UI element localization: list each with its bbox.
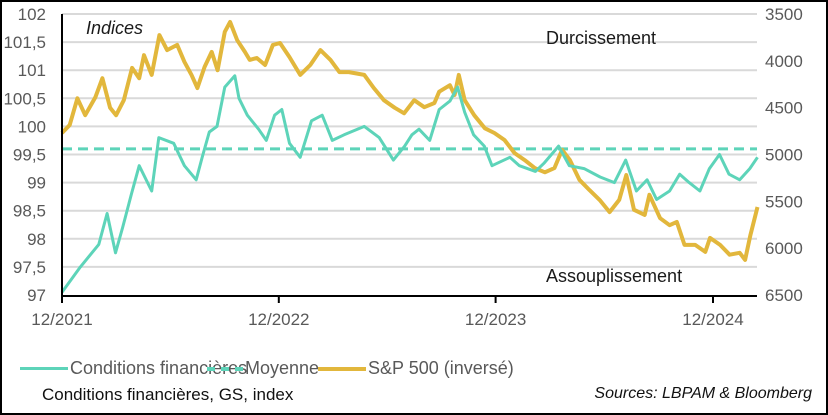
left-tick-label: 100	[18, 117, 46, 136]
right-tick-label: 4000	[765, 52, 803, 71]
left-axis-ticks: 97 97,5 98 98,5 99 99,5 100 100,5 101 101,5 102	[3, 5, 46, 305]
x-axis-ticks: 12/2021 12/2022 12/2023 12/2024	[31, 295, 744, 329]
right-axis-ticks: 3500 4000 4500 5000 5500 6000 6500	[765, 5, 803, 305]
footer-sources: Sources: LBPAM & Bloomberg	[594, 385, 812, 402]
legend-solid-line-icon	[20, 367, 68, 370]
legend-item-moyenne: Moyenne	[207, 358, 319, 379]
series-s-p-500-invers-line	[60, 20, 760, 262]
right-tick-label: 6000	[765, 239, 803, 258]
x-tick-label: 12/2021	[31, 310, 92, 329]
gridlines	[62, 13, 757, 268]
left-tick-label: 101,5	[3, 33, 46, 52]
annotation-assouplissement: Assouplissement	[546, 266, 682, 286]
left-tick-label: 97	[27, 286, 46, 305]
right-tick-label: 3500	[765, 5, 803, 24]
right-tick-label: 5000	[765, 146, 803, 165]
annotation-durcissement: Durcissement	[546, 28, 656, 48]
x-tick-label: 12/2024	[682, 310, 743, 329]
series-conditions-financi-res-line	[60, 74, 759, 294]
left-tick-label: 101	[18, 61, 46, 80]
right-tick-label: 5500	[765, 192, 803, 211]
x-tick-label: 12/2023	[465, 310, 526, 329]
left-tick-label: 100,5	[3, 89, 46, 108]
left-tick-label: 98,5	[13, 202, 46, 221]
left-tick-label: 98	[27, 230, 46, 249]
right-tick-label: 4500	[765, 99, 803, 118]
left-tick-label: 97,5	[13, 258, 46, 277]
legend-label: S&P 500 (inversé)	[368, 358, 514, 378]
legend-dashed-line-icon	[207, 366, 243, 371]
left-tick-label: 99,5	[13, 146, 46, 165]
legend-item-sp500: S&P 500 (inversé)	[318, 358, 514, 379]
right-tick-label: 6500	[765, 286, 803, 305]
footer-series-note: Conditions financières, GS, index	[42, 385, 294, 404]
x-tick-label: 12/2022	[248, 310, 309, 329]
legend-label: Moyenne	[245, 358, 320, 378]
legend-item-conditions: Conditions financières	[20, 358, 247, 379]
legend-gold-line-icon	[318, 366, 366, 371]
left-tick-label: 102	[18, 5, 46, 24]
legend-label: Conditions financières	[70, 358, 248, 378]
series-lines	[60, 20, 760, 294]
annotation-indices: Indices	[86, 18, 143, 38]
left-tick-label: 99	[27, 174, 46, 193]
